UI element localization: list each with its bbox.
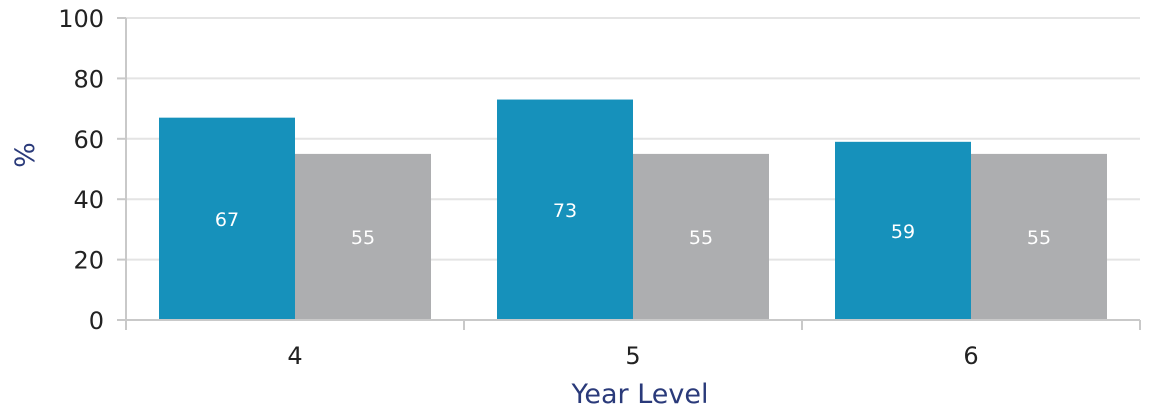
data-label: 73 (553, 200, 577, 222)
data-labels: 67 55 73 55 59 55 (215, 200, 1051, 249)
data-label: 55 (351, 227, 375, 249)
data-label: 55 (689, 227, 713, 249)
y-tick-label: 0 (89, 307, 104, 335)
x-tick-labels: 4 5 6 (287, 342, 978, 370)
x-tick-label: 4 (287, 342, 302, 370)
x-tick-label: 5 (625, 342, 640, 370)
y-tick-label: 60 (73, 126, 104, 154)
y-axis-title: % (10, 142, 41, 168)
y-tick-label: 100 (58, 5, 104, 33)
x-tick-label: 6 (963, 342, 978, 370)
y-tick-label: 20 (73, 247, 104, 275)
axes (117, 17, 1141, 330)
bars (159, 99, 1107, 320)
bar (295, 153, 431, 320)
data-label: 59 (891, 221, 915, 243)
data-label: 67 (215, 209, 239, 231)
bar (159, 117, 295, 320)
bar (497, 99, 633, 320)
data-label: 55 (1027, 227, 1051, 249)
bar (633, 153, 769, 320)
x-axis-title: Year Level (570, 379, 708, 410)
y-tick-labels: 0 20 40 60 80 100 (58, 5, 104, 335)
bar (835, 141, 971, 320)
y-tick-label: 40 (73, 186, 104, 214)
bar (971, 153, 1107, 320)
y-tick-label: 80 (73, 65, 104, 93)
